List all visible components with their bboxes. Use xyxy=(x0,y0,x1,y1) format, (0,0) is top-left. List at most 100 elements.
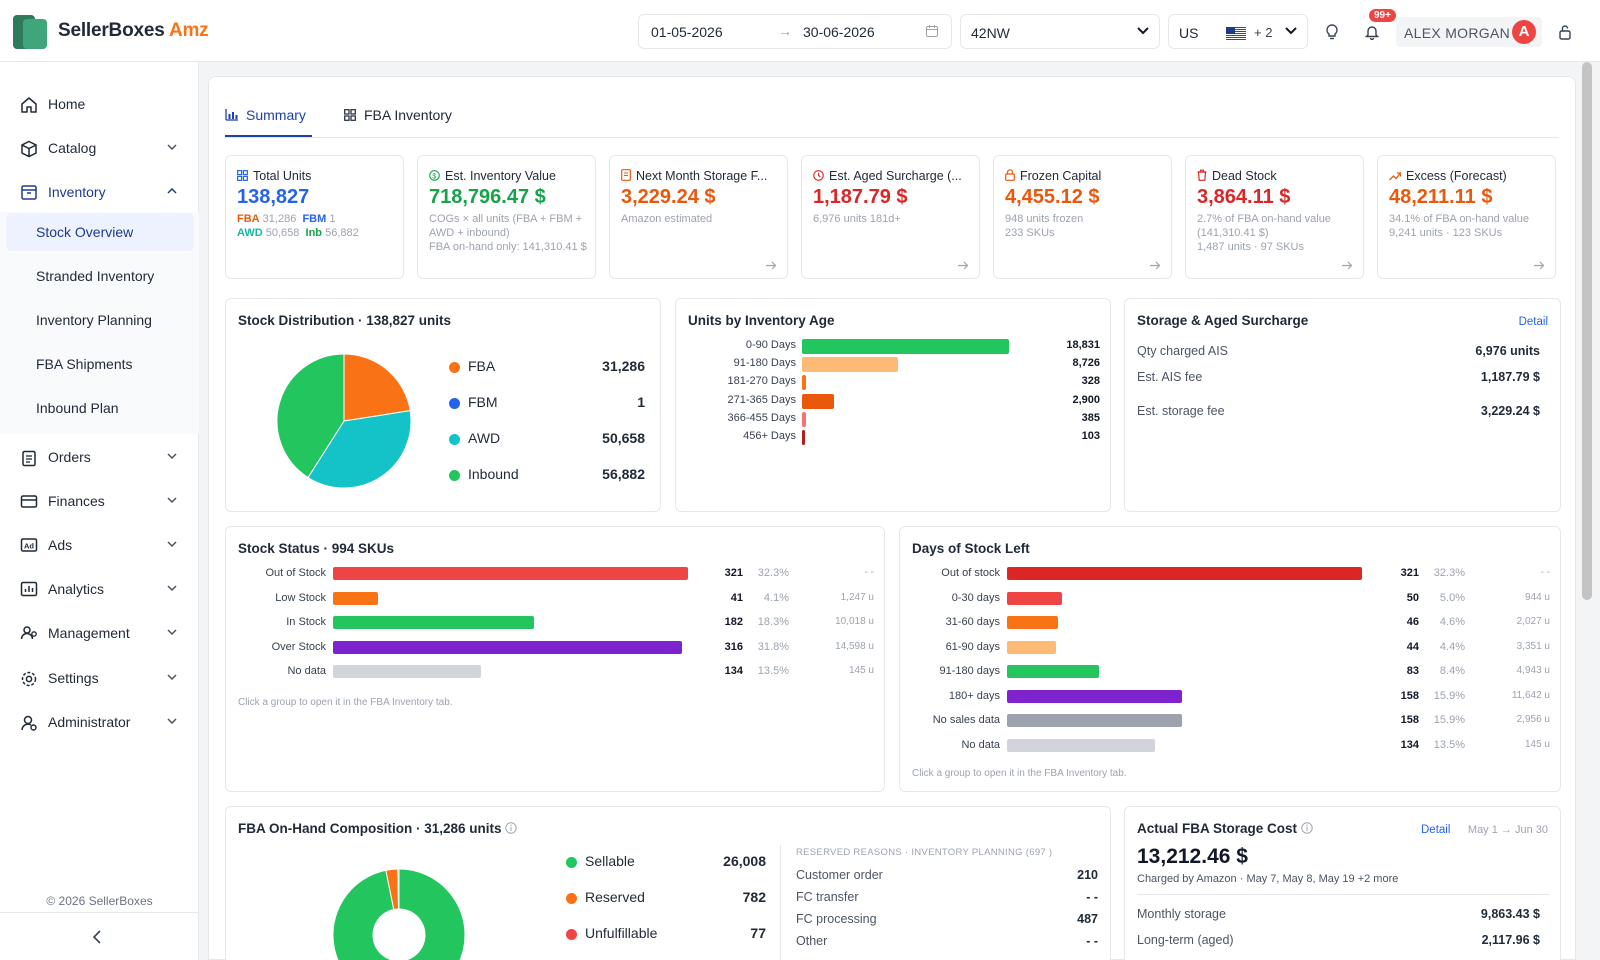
status-bar[interactable] xyxy=(333,640,683,654)
age-bar[interactable] xyxy=(802,411,807,427)
tab-summary[interactable]: Summary xyxy=(225,107,306,123)
sidebar-subitem-stranded[interactable]: Stranded Inventory xyxy=(6,257,194,295)
sidebar-subitem-planning[interactable]: Inventory Planning xyxy=(6,301,194,339)
stock-distribution-pie[interactable] xyxy=(274,351,414,491)
status-bar-label: Over Stock xyxy=(271,640,326,653)
stock-distribution-slice-inbound[interactable] xyxy=(276,353,345,479)
marketplace-value: US xyxy=(1179,25,1199,41)
age-bar[interactable] xyxy=(802,430,805,445)
sidebar-subitem-fba-shipments[interactable]: FBA Shipments xyxy=(6,345,194,383)
age-bar[interactable] xyxy=(802,357,898,373)
legend-unfulfillable[interactable]: Unfulfillable 77 xyxy=(566,925,766,945)
age-bar[interactable] xyxy=(802,393,834,409)
bell-icon[interactable] xyxy=(1365,24,1379,40)
age-bar-value: 18,831 xyxy=(1066,339,1100,351)
status-bar-percent: 31.8% xyxy=(757,640,789,653)
sidebar-item-ads[interactable]: Ad Ads xyxy=(0,527,199,563)
onhand-donut[interactable] xyxy=(331,867,467,960)
stock-distribution-slice-awd[interactable] xyxy=(307,410,412,489)
sidebar-item-management[interactable]: Management xyxy=(0,615,199,651)
tab-active-indicator xyxy=(225,135,312,137)
storage-cost-sub: Charged by Amazon · May 7, May 8, May 19… xyxy=(1137,873,1399,885)
receipt-icon xyxy=(621,169,631,181)
age-bar[interactable] xyxy=(802,375,806,391)
legend-value: 77 xyxy=(750,925,766,941)
status-bar[interactable] xyxy=(1007,689,1182,703)
sidebar-item-home[interactable]: Home xyxy=(0,86,199,122)
user-menu[interactable]: ALEX MORGAN A xyxy=(1396,17,1542,47)
row-label: Qty charged AIS xyxy=(1137,344,1229,358)
inventory-submenu: Stock Overview Stranded Inventory Invent… xyxy=(0,212,199,434)
status-bar[interactable] xyxy=(1007,665,1099,678)
sidebar-item-analytics[interactable]: Analytics xyxy=(0,571,199,607)
stock-distribution-slice-fba[interactable] xyxy=(343,353,411,422)
days-left-chart: Out of stock 321 32.3% - - 0-30 days 50 5.0% 94… xyxy=(900,567,1562,767)
info-icon[interactable] xyxy=(1301,822,1313,834)
scrollbar[interactable] xyxy=(1582,62,1592,600)
arrow-right-icon[interactable] xyxy=(1342,261,1353,270)
date-from[interactable]: 01-05-2026 xyxy=(651,24,723,40)
info-icon[interactable] xyxy=(505,822,517,834)
detail-link[interactable]: Detail xyxy=(1421,824,1451,836)
collapse-sidebar-icon[interactable] xyxy=(92,930,102,944)
sidebar-subitem-inbound-plan[interactable]: Inbound Plan xyxy=(6,389,194,427)
lock-icon[interactable] xyxy=(1558,24,1572,40)
marketplace-select[interactable]: US + 2 xyxy=(1168,14,1308,49)
lightbulb-icon[interactable] xyxy=(1325,24,1339,40)
arrow-right-icon[interactable] xyxy=(1534,261,1545,270)
age-bar[interactable] xyxy=(802,339,1009,354)
arrow-right-icon[interactable] xyxy=(1150,261,1161,270)
trash-icon xyxy=(1197,169,1207,181)
legend-inbound[interactable]: Inbound 56,882 xyxy=(449,466,645,486)
status-bar[interactable] xyxy=(1007,591,1063,605)
legend-dot xyxy=(566,893,577,904)
calendar-icon[interactable] xyxy=(925,24,939,38)
kpi-sub2: FBA on-hand only: 141,310.41 $ xyxy=(429,241,587,253)
brand-name[interactable]: SellerBoxes Amz xyxy=(58,20,209,42)
legend-sellable[interactable]: Sellable 26,008 xyxy=(566,853,766,873)
date-to[interactable]: 30-06-2026 xyxy=(803,24,875,40)
status-bar[interactable] xyxy=(1007,738,1156,752)
arrow-right-icon[interactable] xyxy=(958,261,969,270)
status-bar[interactable] xyxy=(333,616,535,629)
status-bar[interactable] xyxy=(1007,714,1182,727)
status-bar[interactable] xyxy=(1007,616,1058,629)
kpi-card-total-units[interactable]: Total Units 138,827 FBA 31,286 FBM 1 AWD… xyxy=(225,155,404,279)
sidebar-item-finances[interactable]: Finances xyxy=(0,483,199,519)
kpi-card-excess[interactable]: Excess (Forecast) 48,211.11 $ 34.1% of F… xyxy=(1377,155,1556,279)
tab-fba-inventory[interactable]: FBA Inventory xyxy=(344,107,452,123)
status-bar[interactable] xyxy=(333,665,482,678)
status-bar[interactable] xyxy=(333,567,688,580)
kpi-card-aged-surcharge[interactable]: Est. Aged Surcharge (... 1,187.79 $ 6,97… xyxy=(801,155,980,279)
legend-reserved[interactable]: Reserved 782 xyxy=(566,889,766,909)
sidebar-item-administrator[interactable]: Administrator xyxy=(0,704,199,740)
legend-fba[interactable]: FBA 31,286 xyxy=(449,358,645,378)
sidebar-item-catalog[interactable]: Catalog xyxy=(0,130,199,166)
row-label: FC processing xyxy=(796,912,877,926)
status-bar[interactable] xyxy=(1007,567,1362,580)
sidebar-item-inventory[interactable]: Inventory xyxy=(0,174,199,210)
store-select[interactable]: 42NW xyxy=(960,14,1160,49)
subitem-label: Stranded Inventory xyxy=(36,268,155,284)
legend-fbm[interactable]: FBM 1 xyxy=(449,394,645,414)
sidebar-subitem-stock-overview[interactable]: Stock Overview xyxy=(6,213,194,251)
legend-awd[interactable]: AWD 50,658 xyxy=(449,430,645,450)
status-bar-units: 145 u xyxy=(1524,738,1550,750)
sidebar-item-settings[interactable]: Settings xyxy=(0,660,199,696)
kpi-title: Next Month Storage F... xyxy=(636,169,768,183)
date-range-picker[interactable]: 01-05-2026 → 30-06-2026 xyxy=(638,14,952,49)
status-bar[interactable] xyxy=(333,591,379,605)
row-value: 487 xyxy=(1077,912,1098,926)
kpi-card-dead-stock[interactable]: Dead Stock 3,864.11 $ 2.7% of FBA on-han… xyxy=(1185,155,1364,279)
arrow-right-icon[interactable] xyxy=(766,261,777,270)
onhand-slice-unfulfillable[interactable] xyxy=(397,868,400,910)
sidebar: Home Catalog Inventory Stock Overview St… xyxy=(0,62,199,960)
kpi-card-storage-fee[interactable]: Next Month Storage F... 3,229.24 $ Amazo… xyxy=(609,155,788,279)
sidebar-item-orders[interactable]: Orders xyxy=(0,439,199,475)
onhand-slice-sellable[interactable] xyxy=(332,868,466,960)
detail-link[interactable]: Detail xyxy=(1518,316,1548,328)
kpi-card-inventory-value[interactable]: $ Est. Inventory Value 718,796.47 $ COGs … xyxy=(417,155,596,279)
status-bar[interactable] xyxy=(1007,640,1056,654)
kpi-card-frozen-capital[interactable]: Frozen Capital 4,455.12 $ 948 units froz… xyxy=(993,155,1172,279)
status-bar-units: 3,351 u xyxy=(1516,640,1550,652)
